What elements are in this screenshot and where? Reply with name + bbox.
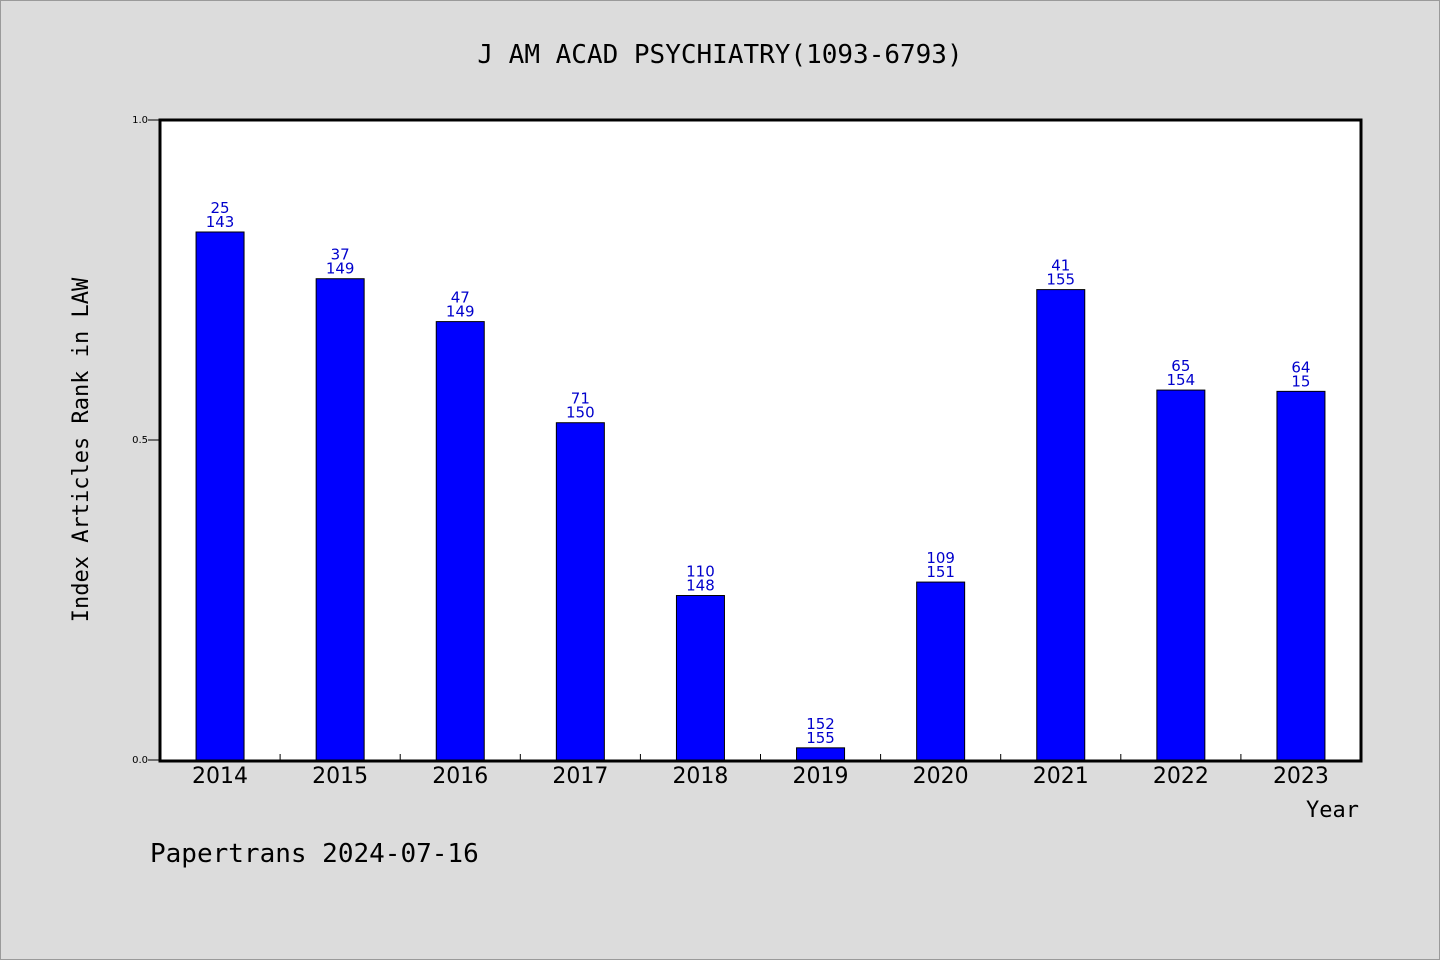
x-tick-label: 2017 bbox=[552, 764, 608, 789]
bar-label-bottom: 148 bbox=[686, 577, 715, 595]
bar-2020 bbox=[916, 581, 966, 761]
bar-label-bottom: 150 bbox=[566, 404, 595, 422]
bar-2021 bbox=[1036, 289, 1086, 761]
bar-label-bottom: 155 bbox=[1046, 271, 1075, 289]
bar-label-bottom: 154 bbox=[1167, 371, 1196, 389]
bar-2014 bbox=[195, 231, 245, 761]
bars: 2514337149471497115011014815215510915141… bbox=[195, 199, 1326, 761]
x-axis-label: Year bbox=[1306, 798, 1359, 823]
y-axis-ticks: 0.0 0.5 1.0 bbox=[132, 115, 160, 766]
x-tick-label: 2014 bbox=[192, 764, 248, 789]
x-axis-ticks: 2014 2015 2016 2017 2018 2019 2020 2021 2022 2023 bbox=[192, 754, 1329, 789]
bar-2016 bbox=[435, 321, 485, 761]
bar-label-bottom: 149 bbox=[446, 303, 475, 321]
bar-label-bottom: 155 bbox=[806, 729, 835, 747]
x-tick-label: 2015 bbox=[312, 764, 368, 789]
bar-label-top: 152 bbox=[806, 715, 835, 733]
bar-label-top: 109 bbox=[926, 549, 955, 567]
x-tick-label: 2021 bbox=[1033, 764, 1089, 789]
bar-label-top: 71 bbox=[571, 390, 590, 408]
y-tick-label: 0.0 bbox=[132, 755, 148, 766]
x-tick-label: 2019 bbox=[793, 764, 849, 789]
bar-2015 bbox=[315, 278, 365, 761]
bar-label-top: 25 bbox=[211, 199, 230, 217]
bar-label-bottom: 143 bbox=[206, 213, 235, 231]
x-tick-label: 2020 bbox=[913, 764, 969, 789]
bar-2022 bbox=[1156, 389, 1206, 761]
y-axis-label: Index Articles Rank in LAW bbox=[69, 277, 94, 622]
chart-title: J AM ACAD PSYCHIATRY(1093-6793) bbox=[477, 40, 962, 70]
bar-2019 bbox=[796, 747, 846, 761]
bar-label-top: 41 bbox=[1051, 257, 1070, 275]
bar-label-top: 37 bbox=[331, 246, 350, 264]
bar-label-bottom: 151 bbox=[926, 563, 955, 581]
bar-label-top: 110 bbox=[686, 563, 715, 581]
bar-label-top: 65 bbox=[1171, 357, 1190, 375]
bar-2017 bbox=[555, 422, 605, 761]
x-tick-label: 2018 bbox=[672, 764, 728, 789]
bar-label-top: 64 bbox=[1291, 358, 1310, 376]
x-tick-label: 2016 bbox=[432, 764, 488, 789]
x-tick-label: 2023 bbox=[1273, 764, 1329, 789]
bar-2018 bbox=[675, 595, 725, 761]
bar-label-bottom: 149 bbox=[326, 260, 355, 278]
y-tick-label: 1.0 bbox=[132, 115, 148, 126]
x-tick-label: 2022 bbox=[1153, 764, 1209, 789]
y-tick-label: 0.5 bbox=[132, 435, 148, 446]
footer-credit: Papertrans 2024-07-16 bbox=[150, 839, 479, 869]
bar-2023 bbox=[1276, 390, 1326, 761]
bar-label-top: 47 bbox=[451, 289, 470, 307]
bar-label-bottom: 15 bbox=[1291, 372, 1310, 390]
